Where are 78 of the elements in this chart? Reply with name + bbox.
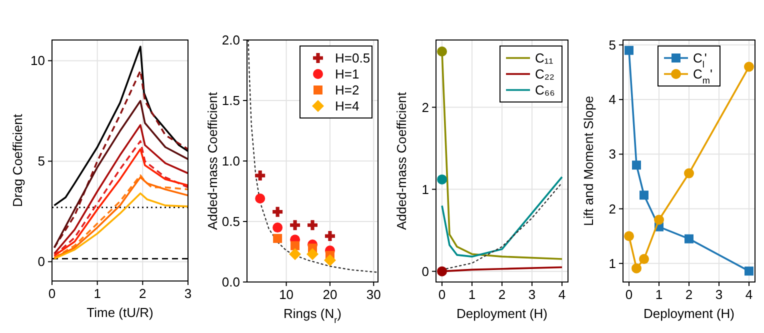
y-tick-label: 0.0 bbox=[222, 274, 240, 290]
y-tick-label: 1.0 bbox=[222, 154, 240, 168]
y-axis-title: Drag Coefficient bbox=[10, 114, 25, 207]
y-tick-label: 2.0 bbox=[222, 32, 240, 48]
x-tick-label: 1 bbox=[468, 287, 476, 302]
point bbox=[640, 190, 648, 200]
y-tick-label: 1 bbox=[608, 256, 616, 271]
line-series bbox=[53, 192, 188, 260]
point bbox=[324, 231, 335, 242]
y-tick-label: 1.5 bbox=[222, 93, 240, 108]
point bbox=[624, 46, 634, 55]
point bbox=[744, 62, 754, 72]
x-tick-label: 0 bbox=[48, 286, 56, 301]
y-tick-label: 3 bbox=[608, 146, 616, 162]
point bbox=[273, 234, 282, 243]
x-tick-label: 1 bbox=[655, 287, 663, 302]
legend-label: H=0.5 bbox=[335, 50, 370, 66]
point bbox=[639, 254, 649, 264]
point bbox=[744, 266, 754, 276]
y-tick-label: 0.5 bbox=[222, 214, 240, 229]
legend-label: H=4 bbox=[335, 98, 360, 114]
line-series bbox=[53, 100, 188, 249]
y-tick-label: 0 bbox=[38, 254, 45, 270]
line-series bbox=[53, 70, 188, 249]
y-tick-label: 2 bbox=[422, 100, 429, 115]
x-tick-label: 2 bbox=[685, 287, 693, 302]
x-tick-label: 2 bbox=[139, 286, 146, 301]
point bbox=[632, 263, 642, 274]
x-tick-label: 3 bbox=[184, 286, 192, 301]
line-series bbox=[248, 40, 378, 273]
legend-label: C$_{l}$' bbox=[693, 50, 707, 70]
point bbox=[684, 234, 694, 244]
x-tick-label: 1 bbox=[94, 286, 101, 301]
x-tick-label: 30 bbox=[366, 287, 381, 302]
point bbox=[290, 241, 300, 250]
y-tick-label: 0 bbox=[422, 264, 429, 279]
x-tick-label: 10 bbox=[279, 287, 294, 302]
point bbox=[624, 231, 634, 242]
point bbox=[632, 160, 641, 170]
point bbox=[308, 220, 318, 230]
legend-label: C₂₂ bbox=[535, 66, 554, 82]
x-tick-label: 3 bbox=[528, 287, 536, 302]
point bbox=[272, 222, 283, 233]
x-tick-label: 0 bbox=[438, 287, 446, 302]
point bbox=[290, 220, 300, 230]
y-tick-label: 10 bbox=[30, 53, 45, 68]
y-axis-title: Added-mass Coefficient bbox=[394, 92, 409, 230]
x-tick-label: 2 bbox=[498, 287, 506, 302]
point bbox=[684, 168, 694, 178]
y-tick-label: 4 bbox=[608, 92, 616, 108]
x-tick-label: 0 bbox=[625, 287, 633, 302]
point bbox=[324, 254, 336, 266]
x-tick-label: 4 bbox=[745, 287, 753, 302]
point bbox=[272, 206, 283, 217]
point bbox=[654, 214, 664, 225]
y-tick-label: 5 bbox=[38, 154, 45, 169]
x-tick-label: 4 bbox=[558, 287, 566, 302]
x-axis-title: Rings (N$_{r}$) bbox=[284, 306, 342, 325]
line-series bbox=[441, 176, 563, 258]
x-axis-title: Deployment (H) bbox=[456, 306, 548, 321]
y-axis-title: Added-mass Coefficient bbox=[205, 92, 220, 230]
point bbox=[306, 248, 318, 260]
legend-label: H=1 bbox=[335, 66, 360, 82]
y-tick-label: 1 bbox=[422, 182, 429, 197]
y-axis-title: Lift and Moment Slope bbox=[581, 96, 596, 226]
legend-label: C₁₁ bbox=[535, 50, 554, 66]
y-tick-label: 2 bbox=[608, 201, 616, 216]
legend-label: C₆₆ bbox=[535, 82, 555, 98]
x-axis-title: Time (tU/R) bbox=[86, 305, 154, 320]
legend-label: C$_{m}$' bbox=[693, 66, 712, 86]
legend-label: H=2 bbox=[335, 82, 360, 98]
point bbox=[255, 170, 266, 181]
point bbox=[289, 248, 302, 260]
x-axis-title: Deployment (H) bbox=[643, 306, 735, 321]
x-tick-label: 20 bbox=[322, 287, 338, 302]
y-tick-label: 5 bbox=[608, 37, 616, 52]
point bbox=[255, 194, 266, 204]
x-tick-label: 3 bbox=[715, 287, 723, 302]
